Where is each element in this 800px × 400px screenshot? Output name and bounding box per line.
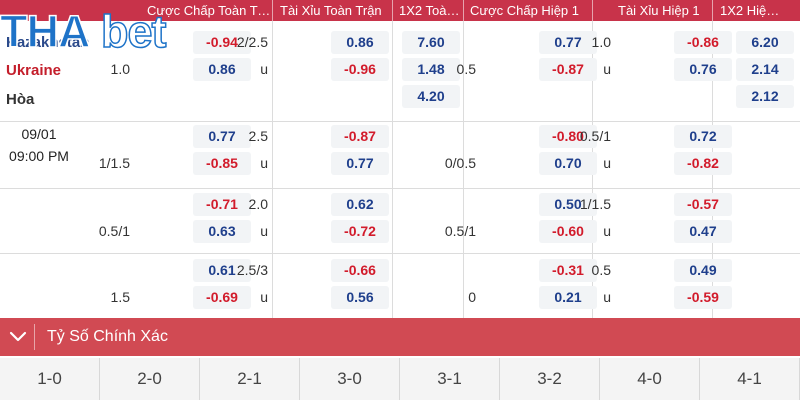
h1-hdp-away-odds-button[interactable]: 0.70 bbox=[539, 152, 597, 175]
header-h1-1x2[interactable]: 1X2 Hiệp 1 bbox=[720, 3, 784, 18]
h1-hdp-line-label: 0 bbox=[468, 289, 476, 305]
h1-hdp-line-label: 0.5 bbox=[456, 61, 476, 77]
ft-hdp-line-label: 0.5/1 bbox=[98, 223, 130, 239]
match-time: 09:00 PM bbox=[9, 148, 69, 164]
ft-ou-u-label: u bbox=[260, 223, 268, 239]
header-ft-over-under[interactable]: Tài Xỉu Toàn Trận bbox=[280, 3, 382, 18]
home-team: Kazakhstan bbox=[6, 34, 90, 51]
h1-hdp-away-odds-button[interactable]: -0.87 bbox=[539, 58, 597, 81]
h1-ou-u-label: u bbox=[603, 289, 611, 305]
h1-ou-over-odds-button[interactable]: -0.86 bbox=[674, 31, 732, 54]
h1-ou-over-odds-button[interactable]: 0.72 bbox=[674, 125, 732, 148]
h1-ou-u-label: u bbox=[603, 155, 611, 171]
header-ft-1x2[interactable]: 1X2 Toàn Trận bbox=[399, 3, 463, 18]
h1-1x2-away-odds-button[interactable]: 2.14 bbox=[736, 58, 794, 81]
ft-hdp-line-label: 1.0 bbox=[110, 61, 130, 77]
ft-ou-line-label: 2.0 bbox=[248, 196, 268, 212]
ft-ou-under-odds-button[interactable]: 0.77 bbox=[331, 152, 389, 175]
ft-hdp-line-label: 1.5 bbox=[110, 289, 130, 305]
ft-ou-under-odds-button[interactable]: 0.56 bbox=[331, 286, 389, 309]
ft-ou-line-label: 2.5/3 bbox=[236, 262, 268, 278]
score-option-2-0[interactable]: 2-0 bbox=[100, 358, 200, 400]
h1-1x2-home-odds-button[interactable]: 6.20 bbox=[736, 31, 794, 54]
ft-hdp-line-label: 1/1.5 bbox=[98, 155, 130, 171]
score-option-3-2[interactable]: 3-2 bbox=[500, 358, 600, 400]
h1-ou-under-odds-button[interactable]: -0.59 bbox=[674, 286, 732, 309]
ft-ou-u-label: u bbox=[260, 61, 268, 77]
ft-hdp-away-odds-button[interactable]: -0.85 bbox=[193, 152, 251, 175]
ft-hdp-home-odds-button[interactable]: 0.77 bbox=[193, 125, 251, 148]
h1-ou-line-label: 1/1.5 bbox=[579, 196, 611, 212]
h1-hdp-home-odds-button[interactable]: 0.77 bbox=[539, 31, 597, 54]
ft-ou-u-label: u bbox=[260, 155, 268, 171]
score-option-4-0[interactable]: 4-0 bbox=[600, 358, 700, 400]
ft-ou-under-odds-button[interactable]: -0.72 bbox=[331, 220, 389, 243]
h1-ou-over-odds-button[interactable]: 0.49 bbox=[674, 259, 732, 282]
ft-1x2-draw-odds-button[interactable]: 4.20 bbox=[402, 85, 460, 108]
ft-ou-over-odds-button[interactable]: -0.87 bbox=[331, 125, 389, 148]
ft-ou-over-odds-button[interactable]: -0.66 bbox=[331, 259, 389, 282]
h1-hdp-home-odds-button[interactable]: 0.50 bbox=[539, 193, 597, 216]
h1-ou-u-label: u bbox=[603, 61, 611, 77]
ft-1x2-home-odds-button[interactable]: 7.60 bbox=[402, 31, 460, 54]
thabet-logo: THA bet bbox=[0, 5, 167, 58]
ft-ou-line-label: 2.5 bbox=[248, 128, 268, 144]
ft-hdp-home-odds-button[interactable]: -0.71 bbox=[193, 193, 251, 216]
h1-ou-line-label: 0.5/1 bbox=[579, 128, 611, 144]
draw-label: Hòa bbox=[6, 91, 35, 108]
h1-ou-over-odds-button[interactable]: -0.57 bbox=[674, 193, 732, 216]
header-h1-handicap[interactable]: Cược Chấp Hiệp 1 bbox=[470, 3, 579, 18]
score-option-2-1[interactable]: 2-1 bbox=[200, 358, 300, 400]
h1-1x2-draw-odds-button[interactable]: 2.12 bbox=[736, 85, 794, 108]
ft-ou-u-label: u bbox=[260, 289, 268, 305]
h1-hdp-line-label: 0.5/1 bbox=[444, 223, 476, 239]
ft-hdp-home-odds-button[interactable]: -0.94 bbox=[193, 31, 251, 54]
score-option-4-1[interactable]: 4-1 bbox=[700, 358, 800, 400]
h1-ou-line-label: 1.0 bbox=[591, 34, 611, 50]
market-header: Cược Chấp Toàn Trận Tài Xỉu Toàn Trận 1X… bbox=[0, 0, 800, 21]
h1-hdp-away-odds-button[interactable]: 0.21 bbox=[539, 286, 597, 309]
ft-hdp-away-odds-button[interactable]: 0.86 bbox=[193, 58, 251, 81]
h1-ou-under-odds-button[interactable]: 0.47 bbox=[674, 220, 732, 243]
h1-hdp-line-label: 0/0.5 bbox=[444, 155, 476, 171]
score-option-3-1[interactable]: 3-1 bbox=[400, 358, 500, 400]
score-option-3-0[interactable]: 3-0 bbox=[300, 358, 400, 400]
h1-hdp-home-odds-button[interactable]: -0.31 bbox=[539, 259, 597, 282]
ft-hdp-home-odds-button[interactable]: 0.61 bbox=[193, 259, 251, 282]
chevron-down-icon[interactable] bbox=[8, 328, 28, 346]
ft-ou-under-odds-button[interactable]: -0.96 bbox=[331, 58, 389, 81]
score-option-1-0[interactable]: 1-0 bbox=[0, 358, 100, 400]
h1-ou-u-label: u bbox=[603, 223, 611, 239]
away-team: Ukraine bbox=[6, 62, 62, 79]
correct-score-section[interactable]: Tỷ Số Chính Xác bbox=[0, 318, 800, 356]
ft-1x2-away-odds-button[interactable]: 1.48 bbox=[402, 58, 460, 81]
h1-ou-under-odds-button[interactable]: 0.76 bbox=[674, 58, 732, 81]
match-date: 09/01 bbox=[21, 126, 57, 142]
header-h1-over-under[interactable]: Tài Xỉu Hiệp 1 bbox=[618, 3, 700, 18]
h1-hdp-away-odds-button[interactable]: -0.60 bbox=[539, 220, 597, 243]
correct-score-row: 1-0 2-0 2-1 3-0 3-1 3-2 4-0 4-1 bbox=[0, 358, 800, 400]
ft-hdp-away-odds-button[interactable]: 0.63 bbox=[193, 220, 251, 243]
ft-hdp-away-odds-button[interactable]: -0.69 bbox=[193, 286, 251, 309]
h1-ou-line-label: 0.5 bbox=[591, 262, 611, 278]
h1-ou-under-odds-button[interactable]: -0.82 bbox=[674, 152, 732, 175]
ft-ou-line-label: 2/2.5 bbox=[236, 34, 268, 50]
ft-ou-over-odds-button[interactable]: 0.86 bbox=[331, 31, 389, 54]
ft-ou-over-odds-button[interactable]: 0.62 bbox=[331, 193, 389, 216]
section-title: Tỷ Số Chính Xác bbox=[47, 328, 168, 345]
h1-hdp-home-odds-button[interactable]: -0.80 bbox=[539, 125, 597, 148]
